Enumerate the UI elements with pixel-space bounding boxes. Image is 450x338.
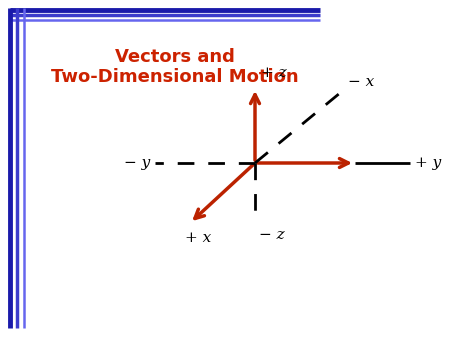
Text: + y: + y	[415, 156, 441, 170]
Text: + z: + z	[261, 66, 287, 80]
Text: − x: − x	[348, 75, 374, 89]
Text: − z: − z	[259, 228, 284, 242]
Text: Two-Dimensional Motion: Two-Dimensional Motion	[51, 68, 299, 86]
Text: − y: − y	[124, 156, 150, 170]
Text: + x: + x	[185, 231, 211, 245]
Text: Vectors and: Vectors and	[115, 48, 235, 66]
